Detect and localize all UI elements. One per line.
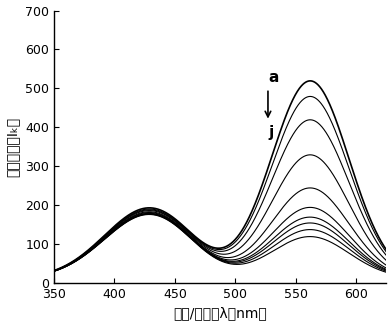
X-axis label: 波长/纳米（λ／nm）: 波长/纳米（λ／nm） [173, 306, 267, 320]
Text: a: a [268, 69, 278, 84]
Y-axis label: 荧光强度（Iₖ）: 荧光强度（Iₖ） [5, 117, 20, 177]
Text: j: j [268, 126, 273, 141]
